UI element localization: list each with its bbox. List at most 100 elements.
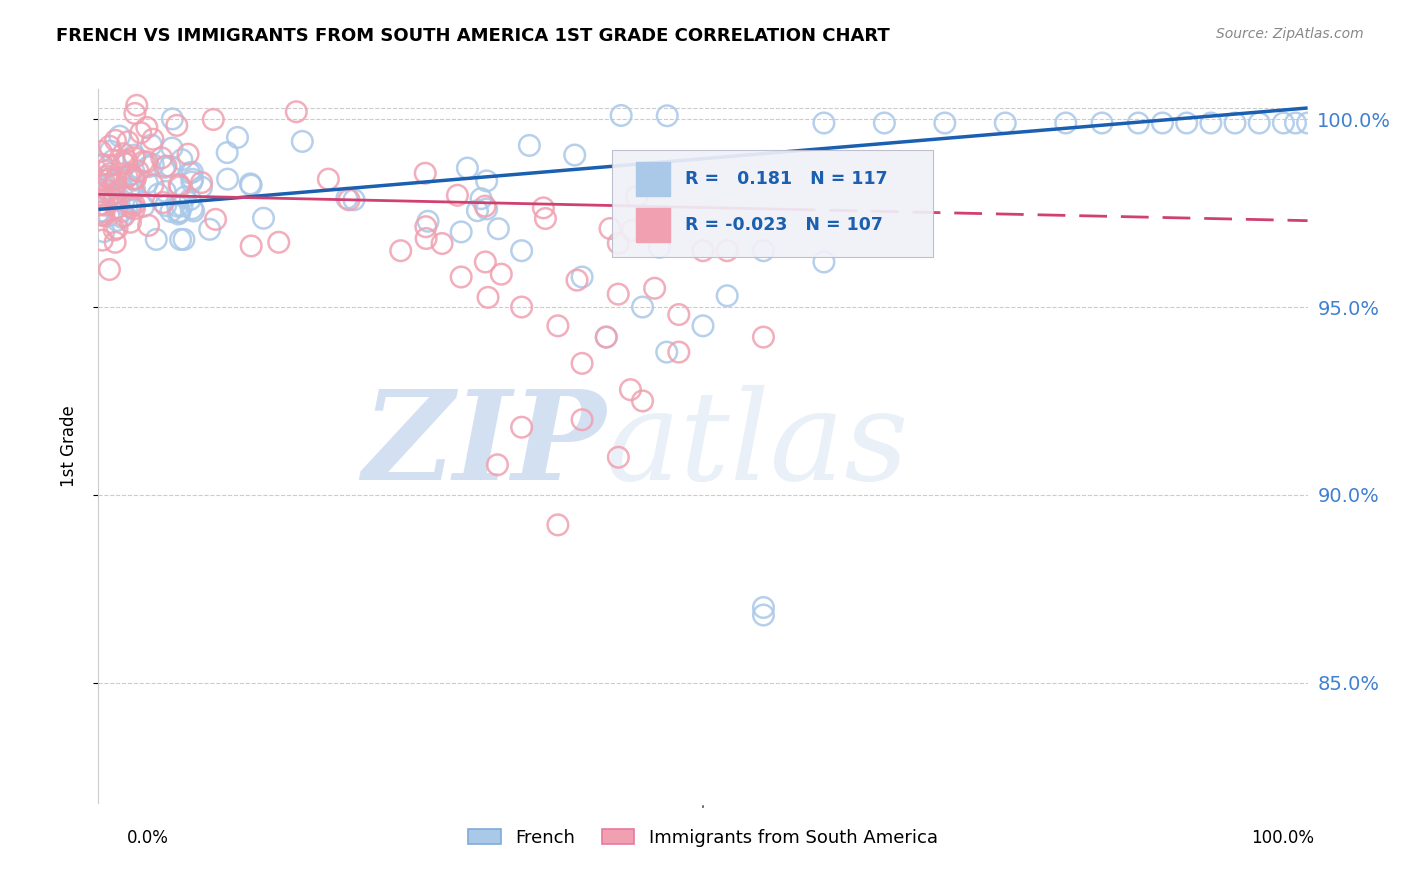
Point	[291, 135, 314, 149]
Point	[716, 289, 738, 303]
Point	[668, 345, 690, 359]
Point	[121, 181, 143, 195]
Point	[170, 153, 193, 167]
Point	[626, 190, 648, 204]
Point	[98, 158, 121, 172]
Point	[190, 176, 212, 190]
Point	[475, 174, 498, 188]
Point	[162, 112, 184, 126]
Point	[174, 190, 197, 204]
Point	[607, 236, 630, 251]
Point	[112, 155, 135, 169]
Point	[155, 159, 177, 173]
Point	[595, 330, 617, 344]
Point	[571, 356, 593, 370]
Point	[100, 170, 122, 185]
Point	[115, 169, 138, 184]
Point	[531, 201, 554, 215]
Point	[994, 116, 1017, 130]
Point	[413, 166, 436, 180]
Point	[450, 270, 472, 285]
Point	[142, 178, 165, 192]
Point	[103, 223, 125, 237]
Point	[934, 116, 956, 130]
Point	[89, 205, 111, 219]
Point	[1249, 116, 1271, 130]
Point	[477, 290, 499, 304]
Point	[1272, 116, 1295, 130]
Point	[475, 202, 498, 216]
Text: FRENCH VS IMMIGRANTS FROM SOUTH AMERICA 1ST GRADE CORRELATION CHART: FRENCH VS IMMIGRANTS FROM SOUTH AMERICA …	[56, 27, 890, 45]
Point	[155, 198, 177, 212]
Point	[115, 157, 138, 171]
Point	[169, 232, 191, 246]
Point	[97, 193, 120, 207]
Point	[94, 182, 117, 196]
Text: R =   0.181   N = 117: R = 0.181 N = 117	[685, 169, 887, 188]
Point	[104, 133, 127, 147]
Point	[173, 232, 195, 246]
Point	[103, 153, 125, 167]
Point	[181, 165, 204, 179]
Point	[752, 244, 775, 258]
Point	[217, 172, 239, 186]
Point	[97, 172, 120, 186]
Point	[456, 161, 478, 175]
Point	[631, 300, 654, 314]
Point	[120, 200, 142, 214]
Point	[648, 240, 671, 254]
Point	[97, 209, 120, 223]
Text: ZIP: ZIP	[363, 385, 606, 507]
Point	[120, 215, 142, 229]
Point	[486, 458, 509, 472]
Point	[104, 235, 127, 250]
Point	[181, 202, 204, 216]
Point	[136, 154, 159, 169]
Point	[91, 158, 114, 172]
Point	[98, 167, 121, 181]
Point	[470, 192, 492, 206]
Point	[135, 120, 157, 135]
Point	[124, 202, 146, 216]
Point	[166, 199, 188, 213]
Point	[631, 393, 654, 408]
Point	[202, 112, 225, 127]
Point	[118, 168, 141, 182]
Point	[124, 173, 146, 187]
Point	[1199, 116, 1222, 130]
Point	[160, 141, 183, 155]
Point	[547, 318, 569, 333]
Point	[181, 172, 204, 186]
Point	[115, 153, 138, 168]
Point	[91, 233, 114, 247]
Point	[510, 420, 533, 434]
Point	[93, 192, 115, 206]
Point	[111, 204, 134, 219]
Point	[115, 199, 138, 213]
Point	[179, 166, 201, 180]
Point	[337, 193, 360, 207]
Point	[166, 119, 188, 133]
Point	[510, 244, 533, 258]
Point	[474, 199, 496, 213]
Point	[152, 195, 174, 210]
Point	[474, 255, 496, 269]
Point	[90, 177, 112, 191]
Point	[125, 98, 148, 112]
Point	[122, 198, 145, 212]
Point	[167, 207, 190, 221]
Point	[607, 450, 630, 465]
Point	[91, 158, 114, 172]
Point	[318, 172, 340, 186]
Point	[547, 517, 569, 532]
Point	[98, 189, 121, 203]
Point	[120, 168, 142, 182]
Point	[93, 173, 115, 187]
Point	[91, 197, 114, 211]
Point	[111, 169, 134, 184]
Point	[240, 239, 263, 253]
Point	[198, 222, 221, 236]
FancyBboxPatch shape	[613, 150, 932, 257]
Point	[655, 345, 678, 359]
Point	[415, 219, 437, 234]
